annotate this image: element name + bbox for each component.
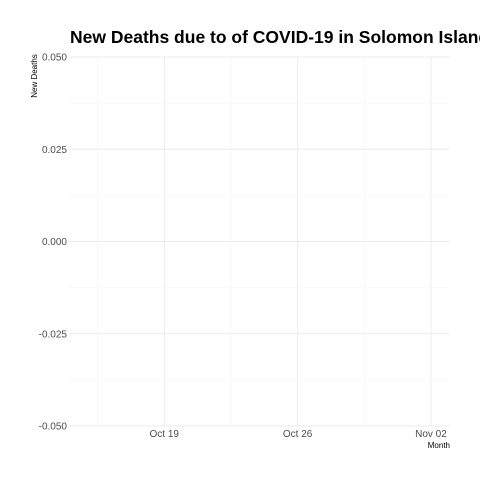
x-tick-label: Nov 02	[415, 429, 447, 440]
x-tick-label: Oct 19	[150, 429, 180, 440]
x-tick-label: Oct 26	[283, 429, 313, 440]
y-axis-label: New Deaths	[30, 54, 39, 98]
y-tick-label: -0.050	[39, 422, 68, 433]
y-axis-ticks: 0.050 0.025 0.000 -0.025 -0.050	[39, 53, 68, 433]
x-axis-ticks: Oct 19 Oct 26 Nov 02	[150, 429, 448, 440]
x-axis-label: Month	[428, 441, 450, 450]
y-tick-label: -0.025	[39, 329, 68, 340]
y-tick-label: 0.050	[42, 53, 67, 64]
chart-title: New Deaths due to of COVID-19 in Solomon…	[70, 27, 480, 47]
plot-grid	[69, 56, 450, 427]
y-tick-label: 0.025	[42, 145, 67, 156]
y-tick-label: 0.000	[42, 237, 67, 248]
